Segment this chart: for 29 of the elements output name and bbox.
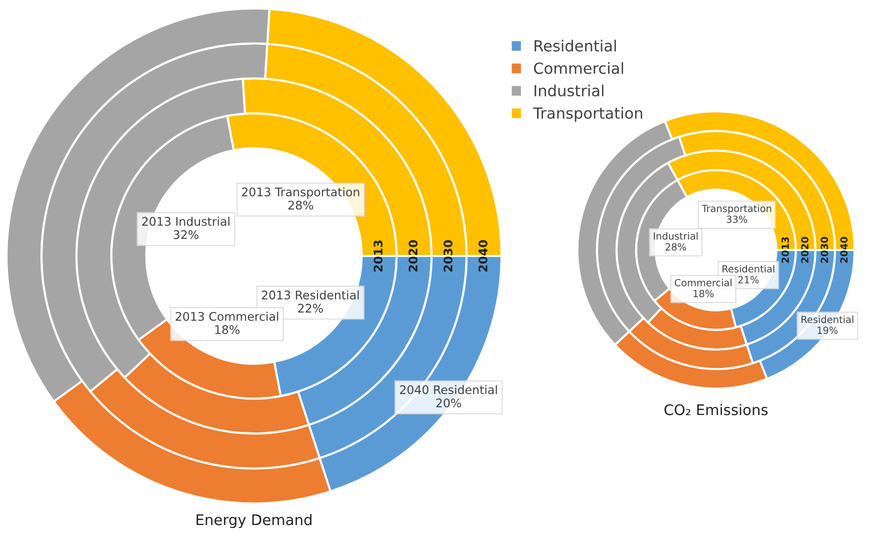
legend-label: Industrial [534,84,604,96]
data-label: 2013 Industrial 32% [142,216,230,240]
data-label: 33% [726,216,748,223]
data-label: 2013 Residential 22% [262,290,359,313]
slice-label: 2020 [801,236,808,263]
slice-label: 2030 [444,240,452,272]
slice-label: 2040 [840,236,848,263]
data-label: 2040 Residential 20% [400,385,497,408]
data-label: 2013 Commercial 18% [176,312,278,334]
slice-label: 2013 [782,237,789,263]
slice-label: 2013 [374,240,383,272]
slice-label: 2020 [408,240,418,272]
slice-label: Residential [802,316,854,324]
data-label: 2013 Transportation 28% [242,187,360,210]
slice-label: 2030 [820,236,828,263]
slice-label: Residential [722,264,774,273]
data-label: 19% [818,326,838,334]
legend-label: Transportation [533,107,642,122]
data-label: 28% [666,243,686,251]
text: CO₂ Emissions [664,404,768,416]
legend-label: Commercial [534,62,624,74]
slice-label: Industrial [654,232,698,240]
slice-label: 2040 [478,240,488,272]
slice-label: Transportation [702,204,772,214]
slice-label: Commercial [674,278,732,286]
legend-label: Residential [534,40,616,52]
text: Energy Demand [196,514,312,528]
data-label: 21% [738,276,759,284]
data-label: 18% [694,290,714,298]
